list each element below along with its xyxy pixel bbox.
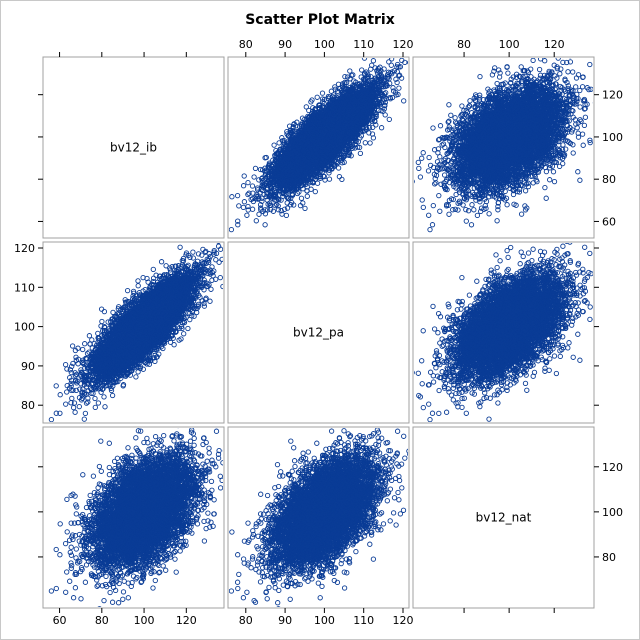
- data-point: [245, 179, 251, 186]
- chart-title: Scatter Plot Matrix: [245, 12, 395, 28]
- data-point: [241, 173, 247, 179]
- data-point: [234, 192, 241, 199]
- data-point: [314, 94, 320, 100]
- scatter-panel-bv12_ib-vs-bv12_pa: [229, 58, 429, 233]
- data-point: [254, 185, 261, 191]
- data-point: [319, 90, 326, 96]
- data-point: [295, 185, 301, 191]
- data-point: [235, 222, 241, 228]
- data-point: [255, 187, 261, 193]
- data-point: [270, 208, 277, 214]
- data-point: [355, 139, 361, 145]
- data-point: [317, 173, 324, 180]
- data-point: [370, 135, 377, 141]
- data-point: [275, 203, 281, 209]
- data-point: [319, 96, 326, 102]
- data-point: [394, 61, 401, 68]
- data-point: [278, 208, 284, 214]
- data-point: [388, 58, 395, 62]
- data-point: [271, 142, 277, 148]
- data-point: [394, 79, 400, 86]
- data-point: [245, 191, 251, 198]
- data-point: [263, 168, 269, 174]
- data-point: [240, 204, 247, 211]
- data-point: [352, 83, 358, 89]
- data-point: [256, 195, 262, 202]
- data-point: [240, 183, 247, 189]
- data-point: [284, 200, 290, 206]
- data-point: [251, 174, 257, 180]
- data-point: [275, 207, 282, 213]
- data-point: [365, 73, 371, 79]
- data-point: [262, 222, 268, 228]
- data-point: [390, 85, 396, 91]
- data-point: [302, 205, 308, 212]
- data-point: [370, 124, 376, 131]
- data-point: [346, 152, 352, 159]
- data-point: [347, 68, 353, 74]
- data-point: [362, 76, 369, 82]
- data-point: [378, 75, 384, 81]
- data-point: [332, 84, 338, 90]
- data-point: [257, 202, 264, 208]
- data-point: [249, 183, 256, 189]
- data-point: [235, 218, 241, 224]
- data-point: [283, 212, 290, 219]
- data-point: [388, 62, 394, 68]
- data-point: [297, 124, 303, 130]
- data-point: [252, 165, 259, 172]
- data-point: [362, 140, 368, 146]
- data-point: [328, 88, 335, 94]
- data-point: [229, 194, 235, 200]
- points-layer: [48, 58, 593, 607]
- data-point: [306, 107, 312, 114]
- data-point: [399, 58, 405, 64]
- data-point: [258, 205, 264, 211]
- data-point: [386, 59, 392, 65]
- data-point: [264, 207, 271, 213]
- data-point: [353, 79, 359, 85]
- data-point: [370, 58, 377, 64]
- data-point: [298, 195, 305, 201]
- data-point: [369, 79, 375, 86]
- data-point: [339, 176, 345, 183]
- data-point: [303, 104, 309, 110]
- data-point: [259, 198, 265, 204]
- data-point: [262, 165, 268, 171]
- data-point: [314, 180, 321, 186]
- data-point: [359, 67, 365, 73]
- data-point: [361, 58, 368, 61]
- data-point: [378, 125, 385, 131]
- data-point: [361, 77, 368, 84]
- data-point: [336, 173, 343, 180]
- data-point: [272, 202, 278, 209]
- data-point: [256, 211, 262, 217]
- data-point: [348, 153, 354, 159]
- data-point: [236, 203, 242, 209]
- data-point: [300, 200, 306, 206]
- data-point: [396, 85, 402, 91]
- data-point: [296, 189, 302, 195]
- data-point: [241, 199, 248, 205]
- data-point: [246, 190, 252, 196]
- data-point: [342, 73, 348, 80]
- data-point: [284, 205, 291, 211]
- data-point: [244, 212, 250, 218]
- data-point: [229, 226, 235, 233]
- data-point: [425, 69, 429, 73]
- data-point: [366, 130, 372, 136]
- data-point: [312, 188, 318, 195]
- data-point: [357, 150, 364, 157]
- data-point: [289, 199, 295, 206]
- data-point: [407, 60, 408, 65]
